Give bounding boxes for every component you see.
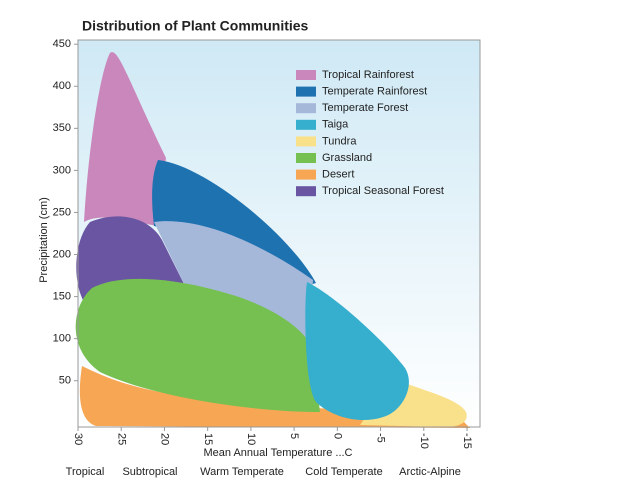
- y-axis-label: Precipitation (cm): [38, 197, 50, 283]
- y-tick-label: 400: [53, 80, 71, 92]
- legend-swatch: [296, 70, 316, 80]
- y-tick-label: 150: [53, 291, 71, 303]
- legend-swatch: [296, 86, 316, 97]
- y-tick-label: 300: [53, 164, 71, 176]
- x-tick-label: 25: [115, 433, 127, 445]
- zone-label: Cold Temperate: [305, 466, 382, 478]
- region: [75, 278, 320, 412]
- x-tick-label: 20: [159, 433, 171, 445]
- legend-label: Temperate Rainforest: [322, 86, 427, 98]
- zone-label: Arctic-Alpine: [399, 466, 461, 478]
- region: [305, 282, 409, 421]
- x-tick-label: -10: [418, 433, 430, 449]
- legend-label: Tropical Rainforest: [322, 69, 414, 81]
- y-tick-label: 450: [53, 38, 71, 50]
- legend-swatch: [296, 186, 316, 197]
- zone-label: Tropical: [66, 466, 105, 478]
- legend-swatch: [296, 136, 316, 147]
- chart-title: Distribution of Plant Communities: [82, 18, 309, 34]
- legend-swatch: [296, 103, 316, 114]
- x-tick-label: -15: [461, 433, 473, 449]
- region: [84, 52, 166, 226]
- legend-label: Tropical Seasonal Forest: [322, 185, 444, 197]
- legend-swatch: [296, 119, 316, 130]
- y-tick-label: 250: [53, 206, 71, 218]
- x-tick-label: 30: [72, 433, 84, 445]
- legend-label: Tundra: [322, 135, 357, 147]
- zone-label: Subtropical: [122, 466, 177, 478]
- x-tick-label: 0: [331, 433, 343, 439]
- x-tick-label: 15: [202, 433, 214, 445]
- legend-label: Grassland: [322, 152, 372, 164]
- y-tick-label: 100: [53, 333, 71, 345]
- legend-swatch: [296, 153, 316, 163]
- region: [154, 221, 313, 342]
- legend-label: Desert: [322, 169, 354, 181]
- legend-label: Taiga: [322, 119, 349, 131]
- y-tick-label: 200: [53, 248, 71, 260]
- x-tick-label: -5: [375, 433, 387, 443]
- x-tick-label: 10: [245, 433, 257, 445]
- plot-frame: [77, 39, 481, 428]
- x-tick-label: 5: [288, 433, 300, 439]
- zone-label: Warm Temperate: [200, 466, 284, 478]
- legend-label: Temperate Forest: [322, 102, 408, 114]
- legend-swatch: [296, 169, 316, 180]
- y-tick-label: 50: [59, 375, 71, 387]
- y-tick-label: 350: [53, 122, 71, 134]
- x-axis-label: Mean Annual Temperature ...C: [204, 447, 353, 459]
